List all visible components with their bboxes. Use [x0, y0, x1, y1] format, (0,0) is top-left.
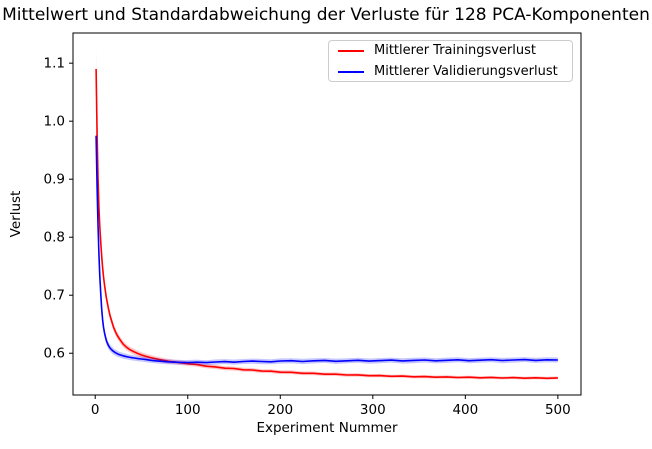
y-tick-label: 0.9 [44, 172, 65, 188]
y-tick-label: 0.7 [44, 288, 65, 304]
training-loss-line [95, 68, 558, 380]
x-axis-label: Experiment Nummer [256, 420, 398, 436]
y-tick-label: 1.1 [44, 56, 65, 72]
x-tick-label: 200 [267, 402, 293, 418]
x-tick-label: 100 [175, 402, 201, 418]
plot-frame [72, 32, 582, 396]
y-tick-label: 1.0 [44, 114, 65, 130]
legend-label-validation-loss: Mittlerer Validierungsverlust [374, 63, 558, 79]
y-tick-label: 0.6 [44, 346, 65, 362]
validation-loss-line [95, 135, 558, 364]
training-loss-std-band [96, 49, 558, 380]
x-tick-label: 300 [360, 402, 386, 418]
y-axis-label: Verlust [8, 190, 24, 238]
legend-item-validation-loss: Mittlerer Validierungsverlust [338, 63, 563, 81]
y-tick-label: 0.8 [44, 230, 65, 246]
validation-loss-line-sample [338, 70, 364, 73]
legend: Mittlerer Trainingsverlust Mittlerer Val… [328, 40, 573, 82]
x-tick-label: 0 [91, 402, 100, 418]
training-loss-line-sample [338, 49, 364, 52]
chart-title: Mittelwert und Standardabweichung der Ve… [2, 5, 650, 25]
x-tick-label: 400 [452, 402, 478, 418]
x-tick-label: 500 [545, 402, 571, 418]
legend-label-training-loss: Mittlerer Trainingsverlust [374, 42, 536, 58]
legend-item-training-loss: Mittlerer Trainingsverlust [338, 42, 563, 60]
validation-loss-std-band [96, 124, 558, 366]
